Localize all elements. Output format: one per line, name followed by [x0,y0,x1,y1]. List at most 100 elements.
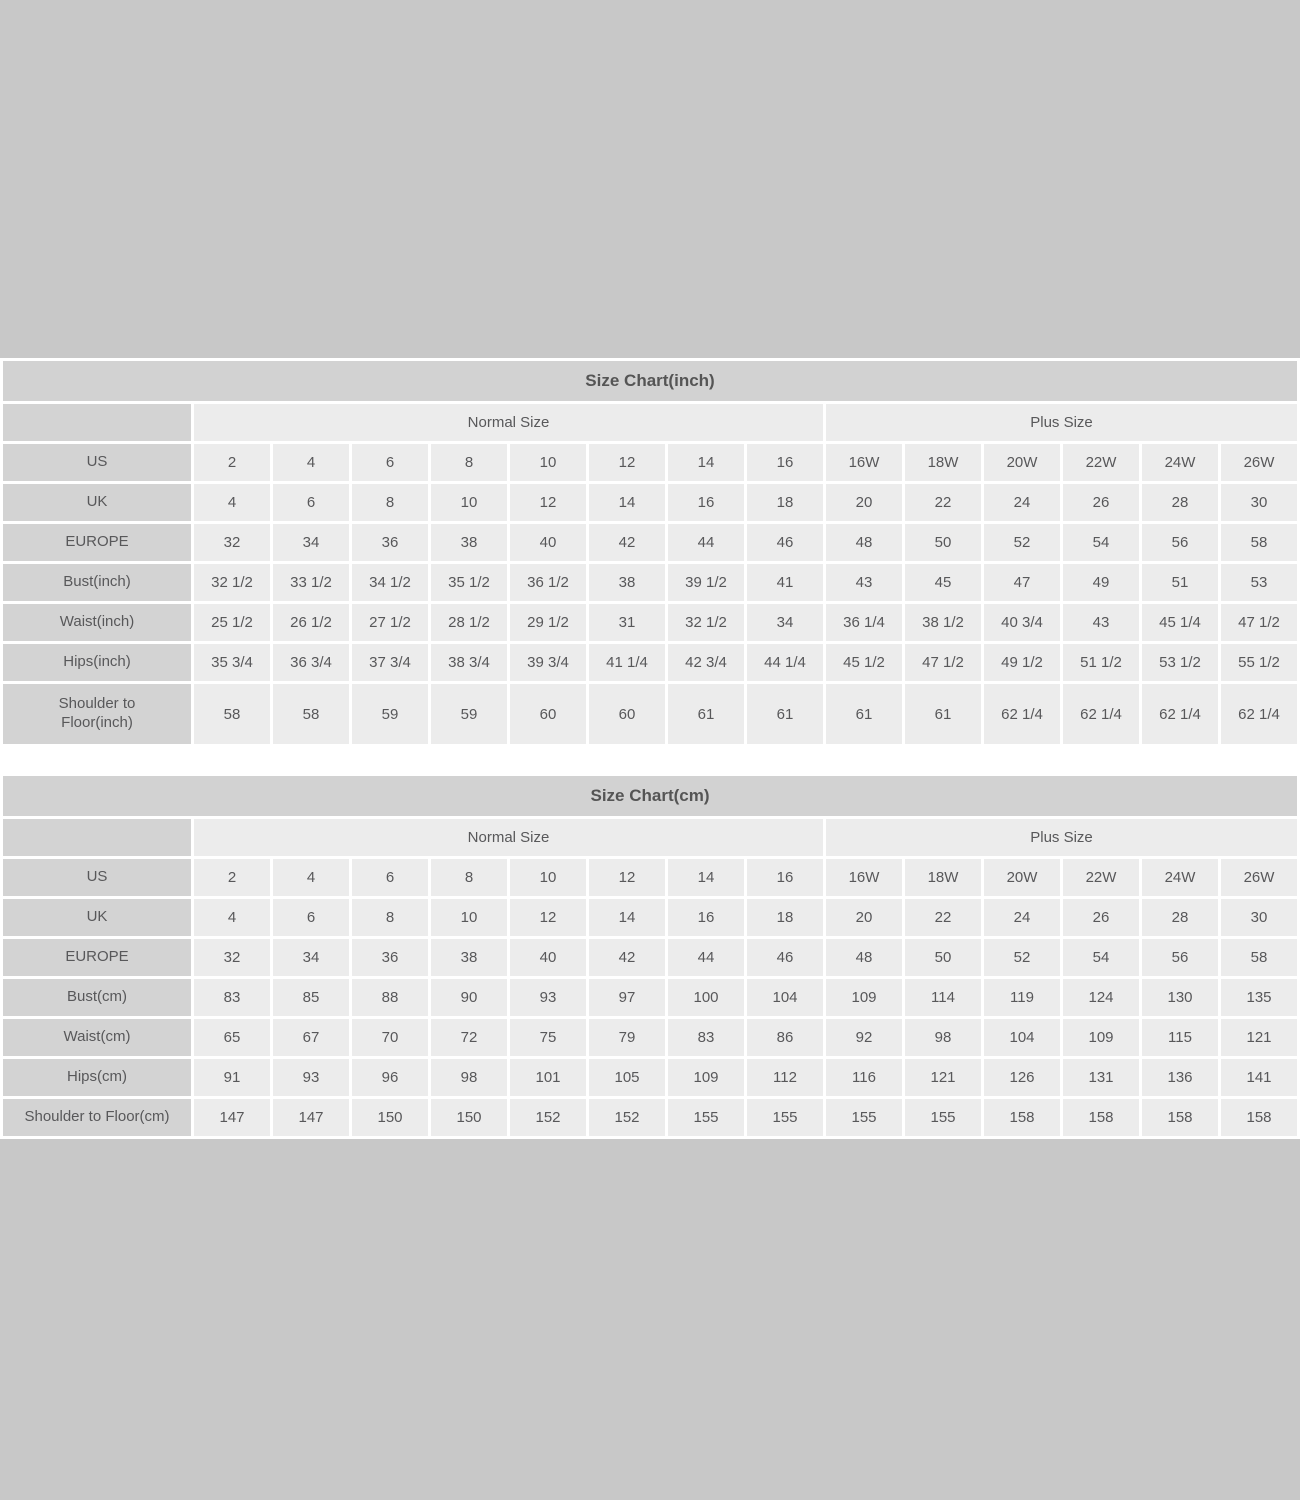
size-value-cell: 38 [431,939,507,976]
size-value-cell: 14 [589,484,665,521]
size-value-cell: 98 [431,1059,507,1096]
size-value-cell: 42 [589,939,665,976]
size-value-cell: 16 [747,859,823,896]
size-value-cell: 18 [747,899,823,936]
size-value-cell: 12 [510,484,586,521]
size-value-cell: 131 [1063,1059,1139,1096]
size-value-cell: 43 [826,564,902,601]
size-value-cell: 28 [1142,484,1218,521]
size-value-cell: 147 [273,1099,349,1136]
size-value-cell: 4 [194,484,270,521]
size-value-cell: 48 [826,939,902,976]
group-header-row: Normal Size Plus Size [3,819,1297,856]
size-value-cell: 85 [273,979,349,1016]
size-value-cell: 28 [1142,899,1218,936]
group-header-normal-size: Normal Size [194,819,823,856]
size-value-cell: 39 3/4 [510,644,586,681]
size-value-cell: 112 [747,1059,823,1096]
size-value-cell: 53 [1221,564,1297,601]
size-value-cell: 22W [1063,859,1139,896]
size-value-cell: 8 [431,859,507,896]
size-value-cell: 50 [905,524,981,561]
table-row: Shoulder to Floor(inch) 58 58 59 59 60 60 61 61 6… [3,684,1297,744]
size-value-cell: 105 [589,1059,665,1096]
size-value-cell: 34 [273,524,349,561]
size-value-cell: 47 1/2 [1221,604,1297,641]
size-value-cell: 41 1/4 [589,644,665,681]
size-value-cell: 16 [747,444,823,481]
size-value-cell: 29 1/2 [510,604,586,641]
size-value-cell: 24W [1142,859,1218,896]
size-value-cell: 16W [826,444,902,481]
size-value-cell: 12 [589,859,665,896]
size-value-cell: 51 1/2 [1063,644,1139,681]
group-header-normal-size: Normal Size [194,404,823,441]
size-value-cell: 93 [510,979,586,1016]
size-value-cell: 58 [273,684,349,744]
size-value-cell: 150 [431,1099,507,1136]
size-value-cell: 37 3/4 [352,644,428,681]
size-value-cell: 91 [194,1059,270,1096]
size-value-cell: 115 [1142,1019,1218,1056]
table-row: UK 4 6 8 10 12 14 16 18 20 22 24 26 28 30 [3,899,1297,936]
size-value-cell: 62 1/4 [1221,684,1297,744]
size-value-cell: 101 [510,1059,586,1096]
size-value-cell: 100 [668,979,744,1016]
size-value-cell: 38 1/2 [905,604,981,641]
size-value-cell: 22 [905,899,981,936]
size-value-cell: 20W [984,444,1060,481]
size-value-cell: 136 [1142,1059,1218,1096]
size-value-cell: 155 [905,1099,981,1136]
size-value-cell: 26W [1221,859,1297,896]
size-value-cell: 47 [984,564,1060,601]
row-label: Shoulder to Floor(cm) [3,1099,191,1136]
group-header-spacer [3,404,191,441]
table-title: Size Chart(inch) [3,361,1297,401]
size-value-cell: 20 [826,899,902,936]
size-value-cell: 61 [826,684,902,744]
size-value-cell: 41 [747,564,823,601]
size-value-cell: 18W [905,444,981,481]
size-value-cell: 119 [984,979,1060,1016]
size-value-cell: 116 [826,1059,902,1096]
size-chart-inch-table: Size Chart(inch) Normal Size Plus Size US 2 4… [0,358,1300,747]
table-title: Size Chart(cm) [3,776,1297,816]
size-value-cell: 62 1/4 [1063,684,1139,744]
size-value-cell: 32 1/2 [668,604,744,641]
size-value-cell: 51 [1142,564,1218,601]
size-value-cell: 86 [747,1019,823,1056]
size-value-cell: 6 [273,484,349,521]
row-label: EUROPE [3,524,191,561]
size-chart-cm-table: Size Chart(cm) Normal Size Plus Size US 2 4 6 8… [0,773,1300,1139]
size-value-cell: 10 [431,484,507,521]
size-value-cell: 114 [905,979,981,1016]
size-value-cell: 26 [1063,899,1139,936]
table-row: EUROPE 32 34 36 38 40 42 44 46 48 50 52 54 56 58 [3,524,1297,561]
size-value-cell: 97 [589,979,665,1016]
size-value-cell: 152 [510,1099,586,1136]
size-value-cell: 90 [431,979,507,1016]
size-value-cell: 56 [1142,939,1218,976]
size-value-cell: 20 [826,484,902,521]
size-value-cell: 49 [1063,564,1139,601]
table-row: Hips(inch) 35 3/4 36 3/4 37 3/4 38 3/4 39 3/4… [3,644,1297,681]
table-row: Waist(cm) 65 67 70 72 75 79 83 86 92 98 104 109 115 12… [3,1019,1297,1056]
size-value-cell: 20W [984,859,1060,896]
size-value-cell: 25 1/2 [194,604,270,641]
size-value-cell: 93 [273,1059,349,1096]
size-value-cell: 60 [589,684,665,744]
size-value-cell: 18W [905,859,981,896]
size-value-cell: 40 3/4 [984,604,1060,641]
size-value-cell: 32 [194,939,270,976]
size-value-cell: 14 [668,859,744,896]
size-value-cell: 14 [589,899,665,936]
size-value-cell: 34 [273,939,349,976]
table-row: Bust(inch) 32 1/2 33 1/2 34 1/2 35 1/2 36 1/2… [3,564,1297,601]
size-value-cell: 43 [1063,604,1139,641]
size-value-cell: 44 1/4 [747,644,823,681]
size-value-cell: 158 [984,1099,1060,1136]
size-value-cell: 150 [352,1099,428,1136]
size-value-cell: 40 [510,939,586,976]
size-value-cell: 109 [826,979,902,1016]
size-value-cell: 6 [352,859,428,896]
